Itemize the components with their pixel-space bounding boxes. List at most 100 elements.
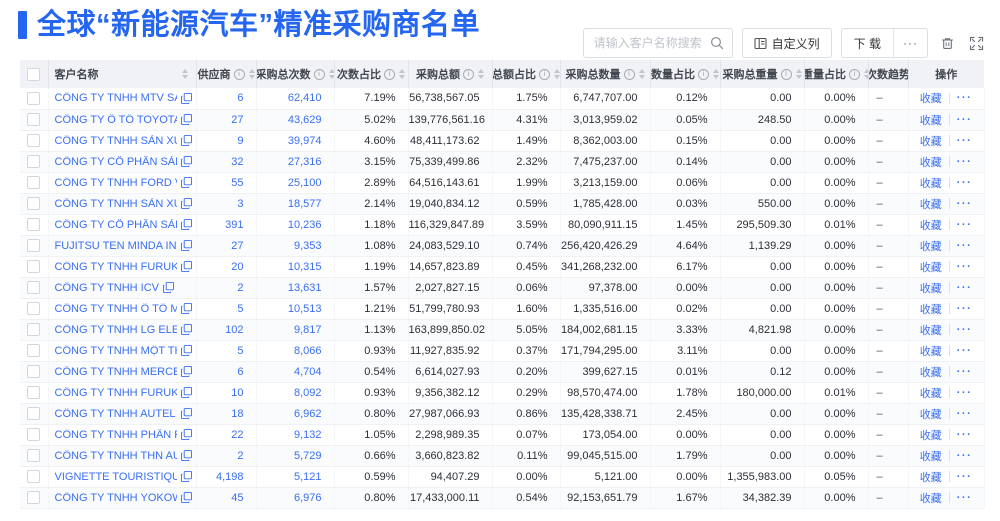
favorite-link[interactable]: 收藏 bbox=[919, 114, 942, 127]
customer-name-link[interactable]: CÔNG TY TNHH PHÂN PHỐI T... bbox=[54, 428, 177, 441]
favorite-link[interactable]: 收藏 bbox=[919, 492, 942, 505]
copy-icon[interactable] bbox=[180, 240, 192, 251]
row-more-link[interactable]: ··· bbox=[956, 365, 973, 378]
sort-icon[interactable] bbox=[554, 69, 559, 79]
customer-name-link[interactable]: CÔNG TY TNHH SẢN XUẤT VÀ ... bbox=[54, 197, 177, 210]
favorite-link[interactable]: 收藏 bbox=[919, 261, 942, 274]
sort-icon[interactable] bbox=[399, 69, 405, 79]
copy-icon[interactable] bbox=[180, 366, 192, 377]
sort-icon[interactable] bbox=[181, 69, 188, 79]
column-header-quantity-ratio[interactable]: 数量占比 i bbox=[650, 60, 721, 88]
row-more-link[interactable]: ··· bbox=[956, 92, 973, 105]
info-icon[interactable]: i bbox=[384, 68, 395, 80]
sort-icon[interactable] bbox=[328, 69, 333, 79]
favorite-link[interactable]: 收藏 bbox=[919, 240, 942, 253]
info-icon[interactable]: i bbox=[463, 68, 474, 80]
row-checkbox[interactable] bbox=[27, 302, 41, 315]
row-more-link[interactable]: ··· bbox=[956, 449, 973, 462]
row-checkbox[interactable] bbox=[27, 260, 41, 273]
row-more-link[interactable]: ··· bbox=[956, 197, 973, 210]
row-more-link[interactable]: ··· bbox=[956, 428, 973, 441]
copy-icon[interactable] bbox=[180, 303, 192, 314]
row-checkbox[interactable] bbox=[27, 281, 41, 294]
row-checkbox[interactable] bbox=[27, 365, 41, 378]
copy-icon[interactable] bbox=[180, 219, 192, 230]
column-header-times-ratio[interactable]: 次数占比 i bbox=[334, 60, 409, 88]
favorite-link[interactable]: 收藏 bbox=[919, 177, 942, 190]
row-checkbox[interactable] bbox=[27, 176, 41, 189]
search-input[interactable] bbox=[591, 35, 710, 51]
column-header-purchase-times[interactable]: 采购总次数 i bbox=[256, 60, 335, 88]
info-icon[interactable]: i bbox=[623, 68, 635, 80]
customer-name-link[interactable]: CÔNG TY Ô TÔ TOYOTA VIỆT ... bbox=[54, 113, 177, 126]
row-checkbox[interactable] bbox=[27, 428, 41, 441]
customer-name-link[interactable]: CÔNG TY TNHH YOKOWO VIỆT... bbox=[54, 491, 177, 504]
column-header-purchase-weight[interactable]: 采购总重量 i bbox=[720, 60, 805, 88]
customer-name-link[interactable]: CÔNG TY TNHH SẢN XUẤT VÀ ... bbox=[54, 134, 177, 147]
column-header-amount-ratio[interactable]: 总额占比 i bbox=[492, 60, 561, 88]
row-checkbox[interactable] bbox=[27, 91, 41, 105]
sort-icon[interactable] bbox=[864, 69, 867, 79]
copy-icon[interactable] bbox=[180, 492, 192, 503]
customer-name-link[interactable]: CÔNG TY TNHH MỘT THÀNH V... bbox=[54, 344, 177, 357]
fullscreen-icon[interactable] bbox=[966, 33, 986, 53]
copy-icon[interactable] bbox=[180, 261, 192, 272]
customer-name-link[interactable]: CÔNG TY TNHH ICV bbox=[54, 281, 160, 294]
copy-icon[interactable] bbox=[180, 324, 192, 335]
customize-columns-button[interactable]: 自定义列 bbox=[741, 28, 832, 58]
column-header-purchase-quantity[interactable]: 采购总数量 i bbox=[560, 60, 651, 88]
row-checkbox[interactable] bbox=[27, 470, 41, 483]
copy-icon[interactable] bbox=[163, 282, 175, 293]
info-icon[interactable]: i bbox=[849, 68, 860, 80]
row-more-link[interactable]: ··· bbox=[956, 260, 973, 273]
toolbar-more-button[interactable]: ··· bbox=[903, 36, 918, 50]
customer-name-link[interactable]: CÔNG TY TNHH MTV SẢN XUẤ... bbox=[54, 92, 177, 105]
info-icon[interactable]: i bbox=[698, 68, 709, 80]
sort-icon[interactable] bbox=[478, 69, 484, 79]
sort-icon[interactable] bbox=[248, 69, 255, 79]
favorite-link[interactable]: 收藏 bbox=[919, 471, 942, 484]
copy-icon[interactable] bbox=[180, 345, 192, 356]
copy-icon[interactable] bbox=[180, 429, 192, 440]
delete-icon[interactable] bbox=[937, 33, 957, 53]
favorite-link[interactable]: 收藏 bbox=[919, 135, 942, 148]
customer-name-link[interactable]: CÔNG TY TNHH MERCEDES-B... bbox=[54, 365, 177, 378]
info-icon[interactable]: i bbox=[313, 68, 325, 80]
row-more-link[interactable]: ··· bbox=[956, 470, 973, 483]
row-more-link[interactable]: ··· bbox=[956, 386, 973, 399]
search-icon[interactable] bbox=[710, 36, 724, 50]
copy-icon[interactable] bbox=[180, 177, 192, 188]
favorite-link[interactable]: 收藏 bbox=[919, 303, 942, 316]
column-header-customer-name[interactable]: 客户名称 bbox=[48, 60, 197, 88]
favorite-link[interactable]: 收藏 bbox=[919, 387, 942, 400]
row-checkbox[interactable] bbox=[27, 239, 41, 252]
copy-icon[interactable] bbox=[180, 471, 192, 482]
customer-name-link[interactable]: CÔNG TY TNHH FURUKAWA A... bbox=[54, 386, 177, 399]
row-checkbox[interactable] bbox=[27, 134, 41, 147]
copy-icon[interactable] bbox=[180, 156, 192, 167]
customer-name-link[interactable]: CÔNG TY TNHH FORD VIỆT NAM bbox=[54, 176, 177, 189]
copy-icon[interactable] bbox=[180, 408, 192, 419]
favorite-link[interactable]: 收藏 bbox=[919, 408, 942, 421]
download-button[interactable]: 下 载 bbox=[853, 36, 881, 51]
row-checkbox[interactable] bbox=[27, 197, 41, 210]
favorite-link[interactable]: 收藏 bbox=[919, 198, 942, 211]
favorite-link[interactable]: 收藏 bbox=[919, 324, 942, 337]
customer-name-link[interactable]: CÔNG TY TNHH Ô TÔ MITSUBI... bbox=[54, 302, 177, 315]
favorite-link[interactable]: 收藏 bbox=[919, 282, 942, 295]
row-checkbox[interactable] bbox=[27, 155, 41, 168]
row-checkbox[interactable] bbox=[27, 218, 41, 231]
select-all-checkbox[interactable] bbox=[27, 67, 41, 81]
copy-icon[interactable] bbox=[180, 92, 192, 104]
row-more-link[interactable]: ··· bbox=[956, 407, 973, 420]
row-more-link[interactable]: ··· bbox=[956, 491, 973, 504]
row-more-link[interactable]: ··· bbox=[956, 344, 973, 357]
search-box[interactable] bbox=[582, 28, 733, 58]
favorite-link[interactable]: 收藏 bbox=[919, 429, 942, 442]
customer-name-link[interactable]: CÔNG TY TNHH FURUKAWA A... bbox=[54, 260, 177, 273]
row-more-link[interactable]: ··· bbox=[956, 281, 973, 294]
column-header-purchase-amount[interactable]: 采购总额 i bbox=[408, 60, 493, 88]
info-icon[interactable]: i bbox=[780, 68, 792, 80]
customer-name-link[interactable]: CÔNG TY TNHH THN AUTOPAR... bbox=[54, 449, 177, 462]
sort-icon[interactable] bbox=[795, 69, 802, 79]
